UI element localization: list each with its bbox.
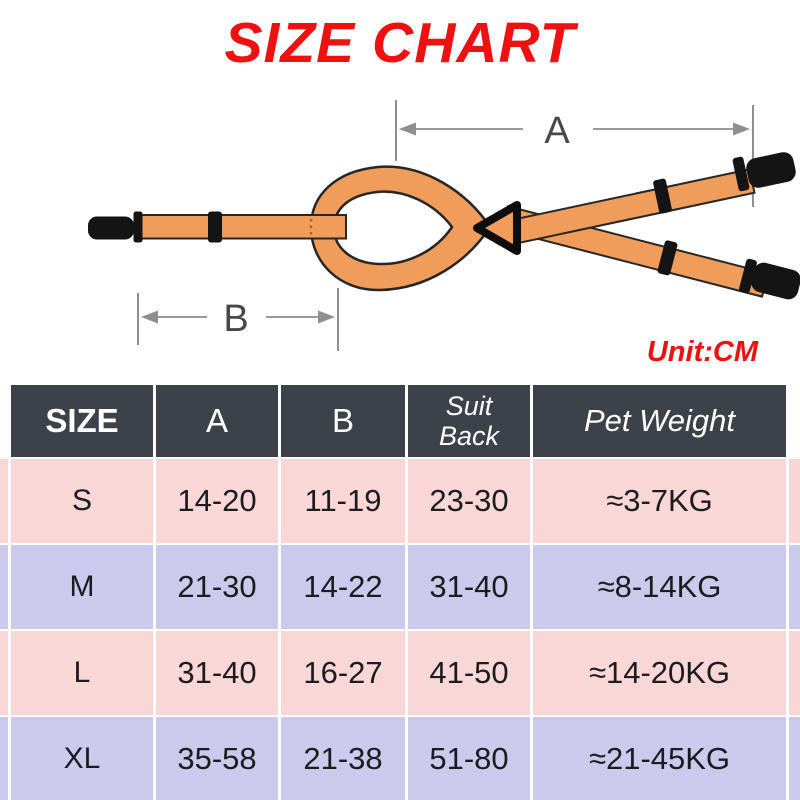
cell-s-a: 14-20 [156, 459, 278, 543]
upper-clip [746, 152, 796, 188]
upper-strap [504, 168, 756, 246]
row-edge-strip [0, 631, 8, 715]
cell-s-b: 11-19 [281, 459, 405, 543]
cell-l-suit-back: 41-50 [408, 631, 530, 715]
header-cell-pet-weight: Pet Weight [533, 385, 786, 457]
left-adjuster-bead [208, 211, 222, 243]
dimension-a: A [395, 100, 754, 207]
left-strap [135, 214, 347, 240]
unit-label: Unit:CM [646, 336, 758, 368]
triangle-ring [473, 201, 521, 255]
row-edge-strip [789, 545, 800, 629]
cell-xl-suit-back: 51-80 [408, 717, 530, 800]
left-clip [88, 216, 134, 240]
cell-m-b: 14-22 [281, 545, 405, 629]
cell-s-suit-back: 23-30 [408, 459, 530, 543]
row-edge-strip [789, 459, 800, 543]
arrowhead-left-icon [399, 122, 416, 136]
header-cell-b: B [281, 385, 405, 457]
row-edge-strip [0, 717, 8, 800]
dim-a-label: A [544, 110, 570, 152]
upper-end-band [732, 156, 750, 192]
row-edge-strip [789, 631, 800, 715]
header-cell-suit-back: Suit Back [408, 385, 530, 457]
row-edge-strip [0, 545, 8, 629]
cell-l-pet-weight: ≈14-20KG [533, 631, 786, 715]
cell-xl-a: 35-58 [156, 717, 278, 800]
cell-s-pet-weight: ≈3-7KG [533, 459, 786, 543]
lower-adjuster-bead [657, 240, 678, 276]
header-cell-size: SIZE [11, 385, 153, 457]
cell-size-l: L [11, 631, 153, 715]
upper-adjuster-bead [653, 178, 672, 214]
lower-end-band [739, 258, 757, 294]
harness-illustration [88, 152, 800, 300]
cell-m-pet-weight: ≈8-14KG [533, 545, 786, 629]
lower-clip [751, 262, 800, 300]
left-band [133, 211, 143, 243]
header-cell-a: A [156, 385, 278, 457]
arrowhead-right-icon [733, 122, 750, 136]
harness-diagram: A B [88, 100, 800, 351]
dimension-b: B [137, 288, 339, 351]
arrowhead-right-icon [318, 310, 335, 324]
cell-l-a: 31-40 [156, 631, 278, 715]
row-edge-strip [0, 459, 8, 543]
cell-xl-b: 21-38 [281, 717, 405, 800]
row-edge-strip [789, 717, 800, 800]
page-title: SIZE CHART [224, 11, 576, 75]
cell-size-xl: XL [11, 717, 153, 800]
cell-m-a: 21-30 [156, 545, 278, 629]
cell-size-s: S [11, 459, 153, 543]
arrowhead-left-icon [141, 310, 158, 324]
cell-m-suit-back: 31-40 [408, 545, 530, 629]
size-table: SIZE A B Suit Back Pet Weight S 14-20 11… [0, 385, 800, 800]
cell-size-m: M [11, 545, 153, 629]
cell-xl-pet-weight: ≈21-45KG [533, 717, 786, 800]
dim-b-label: B [223, 298, 248, 340]
cell-l-b: 16-27 [281, 631, 405, 715]
